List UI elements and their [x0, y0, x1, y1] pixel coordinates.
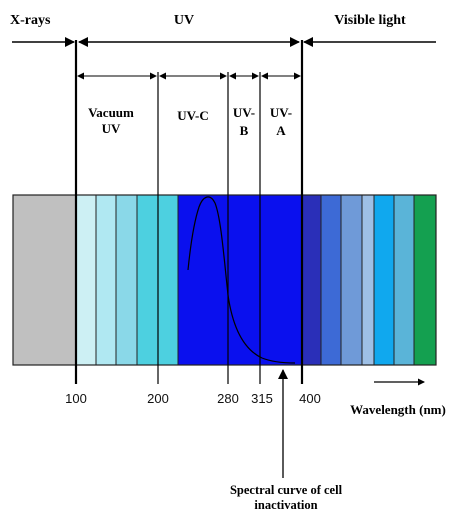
band-visible-7 — [414, 195, 436, 365]
band-visible-4 — [362, 195, 374, 365]
tick-label-315: 315 — [251, 391, 273, 406]
band-visible-2 — [321, 195, 341, 365]
label-visible-light: Visible light — [334, 13, 406, 28]
label-uvb-line1: UV- — [233, 105, 255, 120]
callout-label-line2: inactivation — [254, 498, 317, 512]
band-vacuum-uv-1 — [76, 195, 96, 365]
band-visible-6 — [394, 195, 414, 365]
label-uva-line2: A — [276, 123, 286, 138]
band-separators — [95, 195, 415, 365]
band-visible-1 — [302, 195, 321, 365]
bar-outline — [12, 194, 437, 366]
band-visible-5 — [374, 195, 394, 365]
label-vacuum-uv-line1: Vacuum — [88, 105, 134, 120]
tick-label-400: 400 — [299, 391, 321, 406]
label-uva-line1: UV- — [270, 105, 292, 120]
tick-label-100: 100 — [65, 391, 87, 406]
band-uv-deep-blue — [178, 195, 302, 365]
tick-label-200: 200 — [147, 391, 169, 406]
tick-label-280: 280 — [217, 391, 239, 406]
band-vacuum-uv-2 — [96, 195, 116, 365]
wavelength-axis-label: Wavelength (nm) — [350, 402, 446, 417]
boundary-lines — [74, 40, 304, 384]
band-xray — [13, 195, 76, 365]
label-uvc: UV-C — [177, 108, 209, 123]
label-uvb-line2: B — [240, 123, 249, 138]
band-vacuum-uv-3 — [116, 195, 137, 365]
label-xrays: X-rays — [10, 13, 51, 28]
inactivation-curve — [187, 196, 296, 364]
callout-label-line1: Spectral curve of cell — [230, 483, 343, 497]
label-uv: UV — [174, 13, 194, 28]
label-vacuum-uv-line2: UV — [102, 121, 121, 136]
band-visible-3 — [341, 195, 362, 365]
